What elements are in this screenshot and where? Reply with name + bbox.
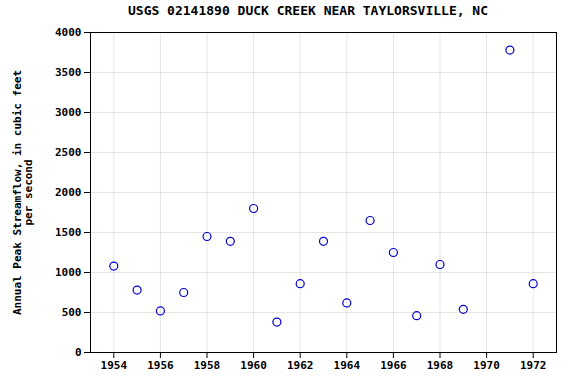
svg-text:4000: 4000 bbox=[55, 26, 82, 39]
svg-text:1958: 1958 bbox=[194, 359, 221, 372]
svg-text:3500: 3500 bbox=[55, 66, 82, 79]
svg-text:2500: 2500 bbox=[55, 146, 82, 159]
svg-text:1966: 1966 bbox=[380, 359, 407, 372]
svg-text:500: 500 bbox=[62, 306, 82, 319]
svg-text:Annual Peak Streamflow, in cub: Annual Peak Streamflow, in cubic feetper… bbox=[11, 70, 35, 315]
svg-text:2000: 2000 bbox=[55, 186, 82, 199]
svg-text:1954: 1954 bbox=[101, 359, 128, 372]
svg-text:3000: 3000 bbox=[55, 106, 82, 119]
svg-text:1962: 1962 bbox=[287, 359, 314, 372]
svg-text:1960: 1960 bbox=[240, 359, 267, 372]
svg-text:1970: 1970 bbox=[473, 359, 500, 372]
svg-text:1968: 1968 bbox=[427, 359, 454, 372]
svg-text:1500: 1500 bbox=[55, 226, 82, 239]
svg-text:1956: 1956 bbox=[147, 359, 174, 372]
svg-text:1972: 1972 bbox=[520, 359, 547, 372]
svg-text:1964: 1964 bbox=[334, 359, 361, 372]
html-text:USGS 02141890 DUCK CREEK NEAR: USGS 02141890 DUCK CREEK NEAR TAYLORSVIL… bbox=[128, 3, 488, 18]
svg-text:0: 0 bbox=[75, 346, 82, 359]
svg-text:1000: 1000 bbox=[55, 266, 82, 279]
